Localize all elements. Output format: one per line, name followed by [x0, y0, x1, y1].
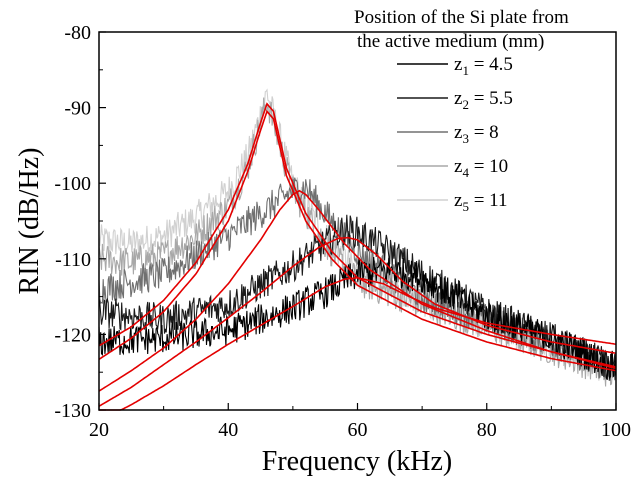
y-tick-label: -120	[54, 324, 91, 346]
legend-title-line-1: Position of the Si plate from	[354, 7, 569, 28]
y-tick-label: -80	[64, 22, 91, 44]
y-tick-label: -90	[64, 98, 91, 120]
legend: Position of the Si plate from the active…	[354, 7, 569, 214]
legend-entry-label: z4 = 10	[454, 156, 508, 180]
fit-line-5	[99, 276, 617, 411]
axis-layer: 20 40 60 80 100 -130 -120 -110 -100 -90 -80	[54, 22, 631, 441]
x-tick-label: 80	[477, 419, 497, 441]
legend-entries: z1 = 4.5 z2 = 5.5 z3 = 8 z4 = 10 z5 = 11	[397, 54, 513, 214]
fit-layer	[98, 102, 617, 411]
series-layer	[98, 88, 617, 387]
fit-line-3	[98, 189, 617, 392]
legend-entry-label: z3 = 8	[454, 122, 499, 146]
fit-line-2	[98, 109, 617, 372]
series-line-z1-4.5	[98, 256, 617, 380]
legend-entry-label: z2 = 5.5	[454, 88, 513, 112]
legend-entry-label: z1 = 4.5	[454, 54, 513, 78]
y-axis-title: RIN (dB/Hz)	[14, 148, 45, 295]
x-axis-title: Frequency (kHz)	[262, 446, 452, 477]
y-tick-label: -110	[55, 249, 91, 271]
x-tick-label: 60	[348, 419, 368, 441]
y-tick-label: -100	[54, 173, 91, 195]
legend-entry-label: z5 = 11	[454, 190, 507, 214]
x-tick-label: 20	[89, 419, 109, 441]
fit-line-4	[98, 236, 617, 407]
x-tick-label: 100	[601, 419, 631, 441]
legend-title-line-2: the active medium (mm)	[357, 31, 544, 52]
y-tick-label: -130	[54, 400, 91, 422]
x-tick-label: 40	[218, 419, 238, 441]
